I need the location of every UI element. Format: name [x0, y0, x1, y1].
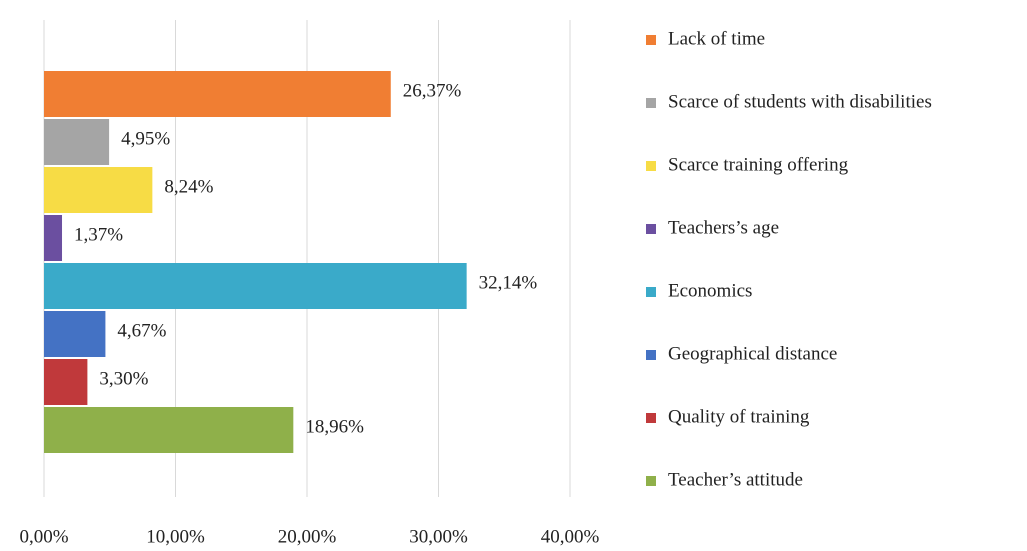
legend-label: Teachers’s age — [668, 217, 779, 238]
legend-swatch — [646, 476, 656, 486]
x-tick-label: 0,00% — [19, 526, 68, 547]
bar — [44, 263, 467, 309]
data-label: 1,37% — [74, 224, 123, 245]
bar — [44, 215, 63, 261]
legend-label: Geographical distance — [668, 343, 837, 364]
legend-swatch — [646, 413, 656, 423]
data-label: 8,24% — [164, 176, 213, 197]
legend-label: Scarce training offering — [668, 154, 849, 175]
legend-label: Quality of training — [668, 406, 810, 427]
bar — [44, 167, 153, 213]
data-label: 4,95% — [121, 128, 170, 149]
x-tick-label: 20,00% — [278, 526, 337, 547]
bar — [44, 311, 106, 357]
legend-label: Scarce of students with disabilities — [668, 91, 932, 112]
x-tick-label: 30,00% — [409, 526, 468, 547]
legend-swatch — [646, 35, 656, 45]
bar — [44, 407, 294, 453]
bar — [44, 359, 88, 405]
legend-label: Teacher’s attitude — [668, 469, 803, 490]
x-tick-label: 10,00% — [146, 526, 205, 547]
x-tick-label: 40,00% — [541, 526, 600, 547]
legend-label: Economics — [668, 280, 752, 301]
bar — [44, 119, 110, 165]
data-label: 26,37% — [403, 80, 462, 101]
data-label: 32,14% — [479, 272, 538, 293]
legend-swatch — [646, 287, 656, 297]
legend-swatch — [646, 98, 656, 108]
data-label: 18,96% — [305, 416, 364, 437]
legend-swatch — [646, 161, 656, 171]
legend-label: Lack of time — [668, 28, 765, 49]
data-label: 4,67% — [117, 320, 166, 341]
bar — [44, 71, 391, 117]
legend-swatch — [646, 224, 656, 234]
data-label: 3,30% — [99, 368, 148, 389]
legend-swatch — [646, 350, 656, 360]
